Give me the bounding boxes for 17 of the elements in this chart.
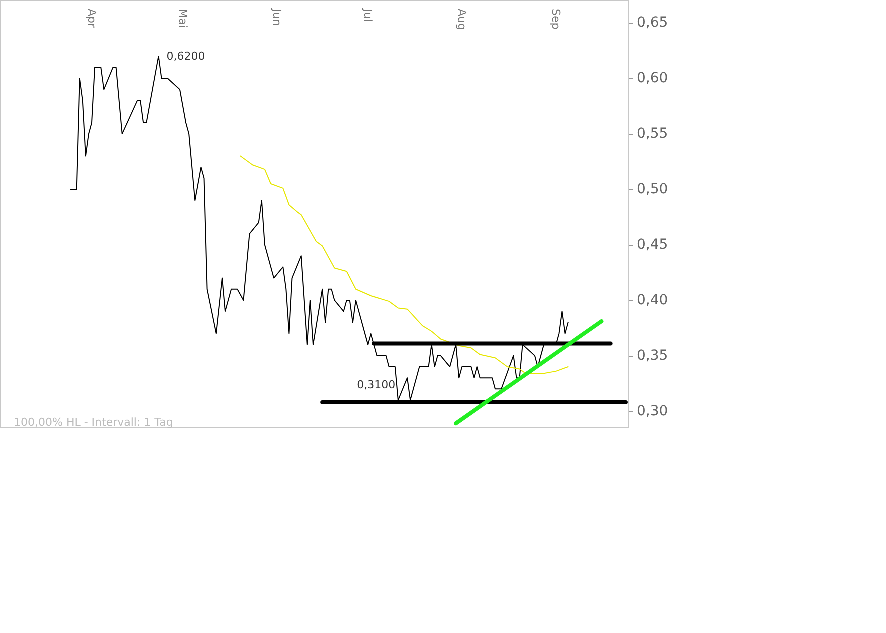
annotation: 100,00% HL - Intervall: 1 Tag: [14, 416, 174, 429]
x-tick-label: Jul: [362, 8, 375, 22]
x-tick-label: Apr: [86, 9, 99, 29]
x-tick-label: Jun: [270, 8, 284, 26]
y-tick-label: 0,60: [637, 70, 668, 87]
y-tick-label: 0,30: [637, 403, 668, 420]
y-tick-label: 0,40: [637, 292, 668, 308]
y-tick-label: 0,55: [637, 126, 668, 142]
annotation: 0,3100: [357, 378, 396, 392]
y-tick-label: 0,45: [637, 237, 668, 253]
y-tick-label: 0,50: [637, 182, 668, 198]
x-tick-label: Mai: [176, 9, 190, 28]
x-tick-label: Aug: [456, 9, 469, 30]
y-tick-label: 0,65: [637, 15, 668, 32]
annotation: 0,6200: [166, 50, 206, 63]
y-tick-label: 0,35: [637, 348, 668, 364]
x-tick-label: Sep: [550, 9, 563, 30]
